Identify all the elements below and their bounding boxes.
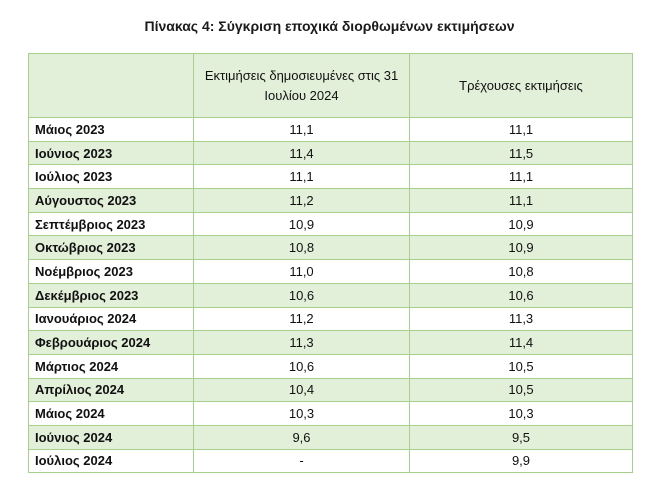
row-label: Οκτώβριος 2023: [28, 235, 194, 261]
table-row: Μάιος 2023 11,1 11,1: [28, 117, 633, 142]
table-row: Οκτώβριος 2023 10,8 10,9: [28, 235, 633, 261]
value-cell: 10,8: [193, 235, 410, 261]
table-row: Απρίλιος 2024 10,4 10,5: [28, 377, 633, 403]
value-cell: 11,4: [193, 140, 410, 166]
row-label: Ιούλιος 2023: [28, 164, 194, 190]
value-cell: 10,9: [409, 235, 633, 261]
value-cell: 11,3: [409, 306, 633, 332]
value-cell: 11,1: [193, 164, 410, 190]
row-label: Δεκέμβριος 2023: [28, 282, 194, 308]
table-row: Φεβρουάριος 2024 11,3 11,4: [28, 330, 633, 355]
value-cell: 11,5: [409, 140, 633, 166]
corner-cell: [28, 53, 194, 118]
value-cell: 11,2: [193, 306, 410, 332]
table-row: Μάιος 2024 10,3 10,3: [28, 401, 633, 426]
row-label: Αύγουστος 2023: [28, 188, 194, 213]
column-header: Εκτιμήσεις δημοσιευμένες στις 31 Ιουλίου…: [193, 53, 410, 118]
table-row: Ιούλιος 2023 11,1 11,1: [28, 164, 633, 190]
value-cell: 10,8: [409, 259, 633, 284]
value-cell: 11,3: [193, 330, 410, 355]
table-row: Μάρτιος 2024 10,6 10,5: [28, 353, 633, 379]
value-cell: 10,3: [193, 401, 410, 426]
value-cell: 11,1: [409, 188, 633, 213]
row-label: Μάιος 2023: [28, 117, 194, 142]
row-label: Φεβρουάριος 2024: [28, 330, 194, 355]
value-cell: 9,6: [193, 424, 410, 450]
value-cell: 10,9: [409, 211, 633, 237]
value-cell: 10,4: [193, 377, 410, 403]
value-cell: -: [193, 448, 410, 474]
value-cell: 11,1: [409, 117, 633, 142]
row-label: Νοέμβριος 2023: [28, 259, 194, 284]
value-cell: 11,1: [193, 117, 410, 142]
table-row: Ιούνιος 2023 11,4 11,5: [28, 140, 633, 166]
row-label: Ιούνιος 2024: [28, 424, 194, 450]
table-row: Σεπτέμβριος 2023 10,9 10,9: [28, 211, 633, 237]
table-body: Μάιος 2023 11,1 11,1 Ιούνιος 2023 11,4 11,5 Ιο…: [28, 117, 633, 474]
value-cell: 9,9: [409, 448, 633, 474]
table-title: Πίνακας 4: Σύγκριση εποχικά διορθωμένων …: [144, 18, 515, 34]
value-cell: 11,0: [193, 259, 410, 284]
table-row: Δεκέμβριος 2023 10,6 10,6: [28, 282, 633, 308]
value-cell: 10,9: [193, 211, 410, 237]
table-head: Εκτιμήσεις δημοσιευμένες στις 31 Ιουλίου…: [28, 53, 633, 118]
table-row: Αύγουστος 2023 11,2 11,1: [28, 188, 633, 213]
data-table: Εκτιμήσεις δημοσιευμένες στις 31 Ιουλίου…: [28, 53, 633, 474]
row-label: Μάιος 2024: [28, 401, 194, 426]
value-cell: 10,5: [409, 377, 633, 403]
table-row: Ιανουάριος 2024 11,2 11,3: [28, 306, 633, 332]
value-cell: 10,6: [409, 282, 633, 308]
header-row: Εκτιμήσεις δημοσιευμένες στις 31 Ιουλίου…: [28, 53, 633, 118]
value-cell: 11,2: [193, 188, 410, 213]
row-label: Ιανουάριος 2024: [28, 306, 194, 332]
value-cell: 11,4: [409, 330, 633, 355]
value-cell: 10,3: [409, 401, 633, 426]
row-label: Σεπτέμβριος 2023: [28, 211, 194, 237]
column-header: Τρέχουσες εκτιμήσεις: [409, 53, 633, 118]
value-cell: 9,5: [409, 424, 633, 450]
value-cell: 10,6: [193, 353, 410, 379]
row-label: Απρίλιος 2024: [28, 377, 194, 403]
value-cell: 11,1: [409, 164, 633, 190]
value-cell: 10,5: [409, 353, 633, 379]
table-row: Ιούνιος 2024 9,6 9,5: [28, 424, 633, 450]
row-label: Μάρτιος 2024: [28, 353, 194, 379]
row-label: Ιούνιος 2023: [28, 140, 194, 166]
value-cell: 10,6: [193, 282, 410, 308]
table-row: Νοέμβριος 2023 11,0 10,8: [28, 259, 633, 284]
table-row: Ιούλιος 2024-9,9: [28, 448, 633, 474]
row-label: Ιούλιος 2024: [28, 448, 194, 474]
